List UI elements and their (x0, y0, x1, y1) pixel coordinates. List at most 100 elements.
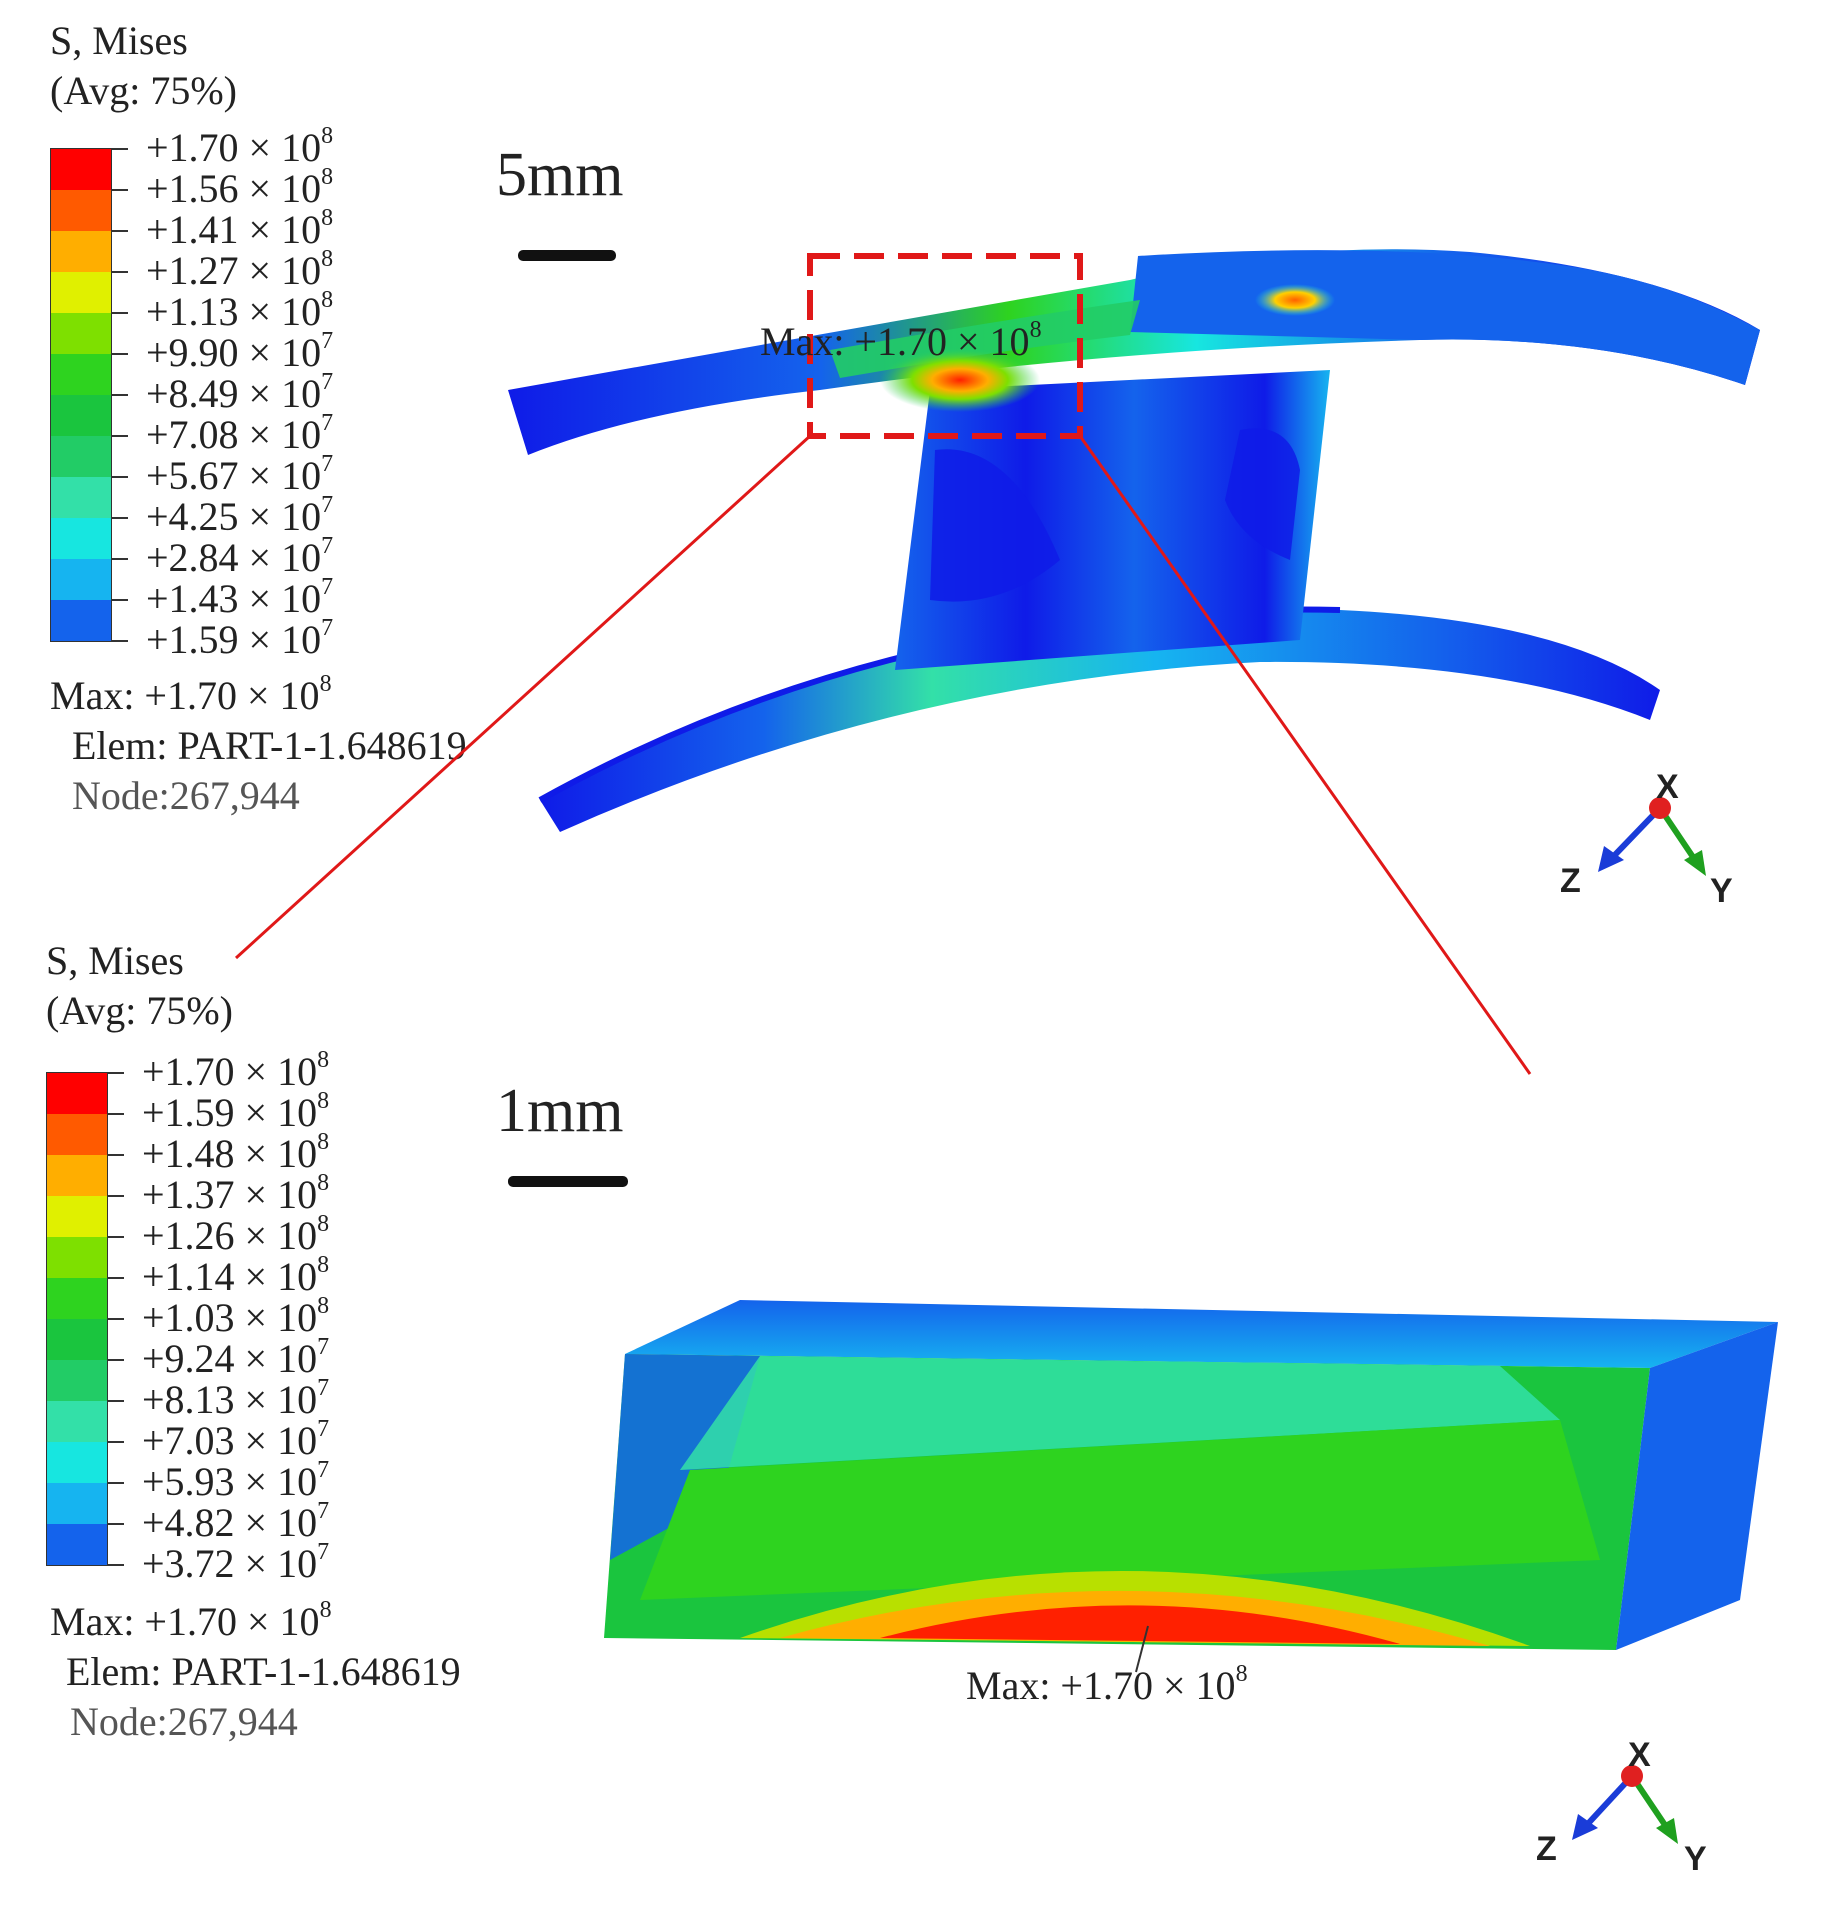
block-top-face (625, 1300, 1778, 1368)
triad-top-y-label: Y (1710, 872, 1733, 910)
legend-tick (108, 1564, 124, 1566)
top-flange-upper-plate (1130, 250, 1760, 385)
secondary-hotspot (1255, 284, 1335, 316)
legend-color-swatch (47, 1360, 107, 1401)
web-dark-right (1225, 428, 1300, 560)
triad-top-x-dot (1649, 797, 1671, 819)
bottom-max-annotation: Max: +1.70 × 108 (966, 1661, 1248, 1708)
legend-value-label: +8.13 × 107 (142, 1375, 330, 1422)
legend-color-swatch (51, 395, 111, 436)
legend-color-swatch (47, 1155, 107, 1196)
legend-color-swatch (51, 518, 111, 559)
legend-value-label: +3.72 × 107 (142, 1539, 330, 1586)
zoom-line-right (1078, 435, 1532, 1075)
legend-value-label: +9.90 × 107 (146, 328, 334, 375)
top-node-info: Node:267,944 (72, 773, 300, 818)
legend-color-swatch (47, 1114, 107, 1155)
top-max-value: Max: +1.70 × 108 (50, 671, 332, 718)
top-scale-label: 5mm (496, 141, 624, 209)
legend-tick (108, 1072, 124, 1074)
legend-color-swatch (47, 1401, 107, 1442)
triad-bottom-z-arrow (1572, 1814, 1598, 1840)
legend-color-swatch (51, 272, 111, 313)
legend-value-label: +1.37 × 108 (142, 1170, 330, 1217)
legend-value-label: +5.67 × 107 (146, 451, 334, 498)
legend-value-label: +2.84 × 107 (146, 533, 334, 580)
legend-color-swatch (51, 190, 111, 231)
legend-value-label: +4.82 × 107 (142, 1498, 330, 1545)
max-pointer-line (1135, 1625, 1149, 1673)
max-stress-hotspot (880, 348, 1040, 412)
bottom-legend-subtitle: (Avg: 75%) (46, 988, 233, 1033)
legend-value-label: +1.26 × 108 (142, 1211, 330, 1258)
triad-bottom-y-arrow (1656, 1818, 1678, 1844)
legend-tick (112, 435, 128, 437)
block-side-face (1616, 1322, 1778, 1650)
legend-color-swatch (47, 1073, 107, 1114)
triad-top-x-label: X (1656, 768, 1679, 806)
triad-top-z-axis (1607, 805, 1663, 863)
legend-value-label: +1.13 × 108 (146, 287, 334, 334)
legend-tick (112, 640, 128, 642)
legend-tick (108, 1523, 124, 1525)
legend-tick (112, 230, 128, 232)
legend-tick (112, 476, 128, 478)
legend-color-swatch (47, 1319, 107, 1360)
legend-tick (108, 1400, 124, 1402)
legend-color-swatch (51, 231, 111, 272)
legend-tick (108, 1154, 124, 1156)
block-band-red (880, 1605, 1400, 1644)
legend-color-swatch (51, 436, 111, 477)
triad-bottom-y-label: Y (1684, 1840, 1707, 1878)
triad-top-z-label: Z (1560, 862, 1581, 900)
triad-top-y-arrow (1684, 850, 1706, 876)
legend-value-label: +1.14 × 108 (142, 1252, 330, 1299)
legend-color-swatch (51, 354, 111, 395)
legend-tick (112, 353, 128, 355)
legend-tick (112, 517, 128, 519)
legend-value-label: +1.70 × 108 (146, 123, 334, 170)
triad-bottom-x-label: X (1628, 1736, 1651, 1774)
triad-bottom-z-label: Z (1536, 1830, 1557, 1868)
legend-color-swatch (51, 559, 111, 600)
legend-color-bar (50, 148, 112, 642)
legend-tick (108, 1236, 124, 1238)
bottom-legend-title: S, Mises (46, 938, 184, 983)
legend-tick (108, 1441, 124, 1443)
legend-value-label: +1.56 × 108 (146, 164, 334, 211)
legend-value-label: +8.49 × 107 (146, 369, 334, 416)
legend-value-label: +1.59 × 107 (146, 615, 334, 662)
legend-value-label: +1.03 × 108 (142, 1293, 330, 1340)
bottom-max-value: Max: +1.70 × 108 (50, 1597, 332, 1644)
legend-tick (112, 271, 128, 273)
legend-color-swatch (51, 313, 111, 354)
legend-color-swatch (51, 149, 111, 190)
legend-value-label: +7.08 × 107 (146, 410, 334, 457)
legend-color-swatch (47, 1278, 107, 1319)
legend-tick (112, 148, 128, 150)
bottom-elem-info: Elem: PART-1-1.648619 (66, 1649, 461, 1694)
legend-value-label: +7.03 × 107 (142, 1416, 330, 1463)
block-band-green (640, 1420, 1600, 1600)
top-scale-bar (518, 250, 616, 261)
top-legend-subtitle: (Avg: 75%) (50, 68, 237, 113)
legend-value-label: +1.41 × 108 (146, 205, 334, 252)
legend-color-bar (46, 1072, 108, 1566)
triad-top-z-arrow (1598, 846, 1624, 872)
bottom-scale-bar (508, 1176, 628, 1187)
legend-value-label: +1.59 × 108 (142, 1088, 330, 1135)
bottom-node-info: Node:267,944 (70, 1699, 298, 1744)
legend-value-label: +4.25 × 107 (146, 492, 334, 539)
web-section (895, 370, 1330, 670)
legend-tick (108, 1482, 124, 1484)
legend-value-label: +1.27 × 108 (146, 246, 334, 293)
legend-tick (112, 189, 128, 191)
top-legend-title: S, Mises (50, 18, 188, 63)
legend-color-swatch (47, 1237, 107, 1278)
legend-color-swatch (51, 477, 111, 518)
legend-tick (112, 312, 128, 314)
legend-tick (108, 1318, 124, 1320)
legend-value-label: +5.93 × 107 (142, 1457, 330, 1504)
legend-color-swatch (47, 1442, 107, 1483)
block-band-cyan (680, 1356, 1560, 1470)
